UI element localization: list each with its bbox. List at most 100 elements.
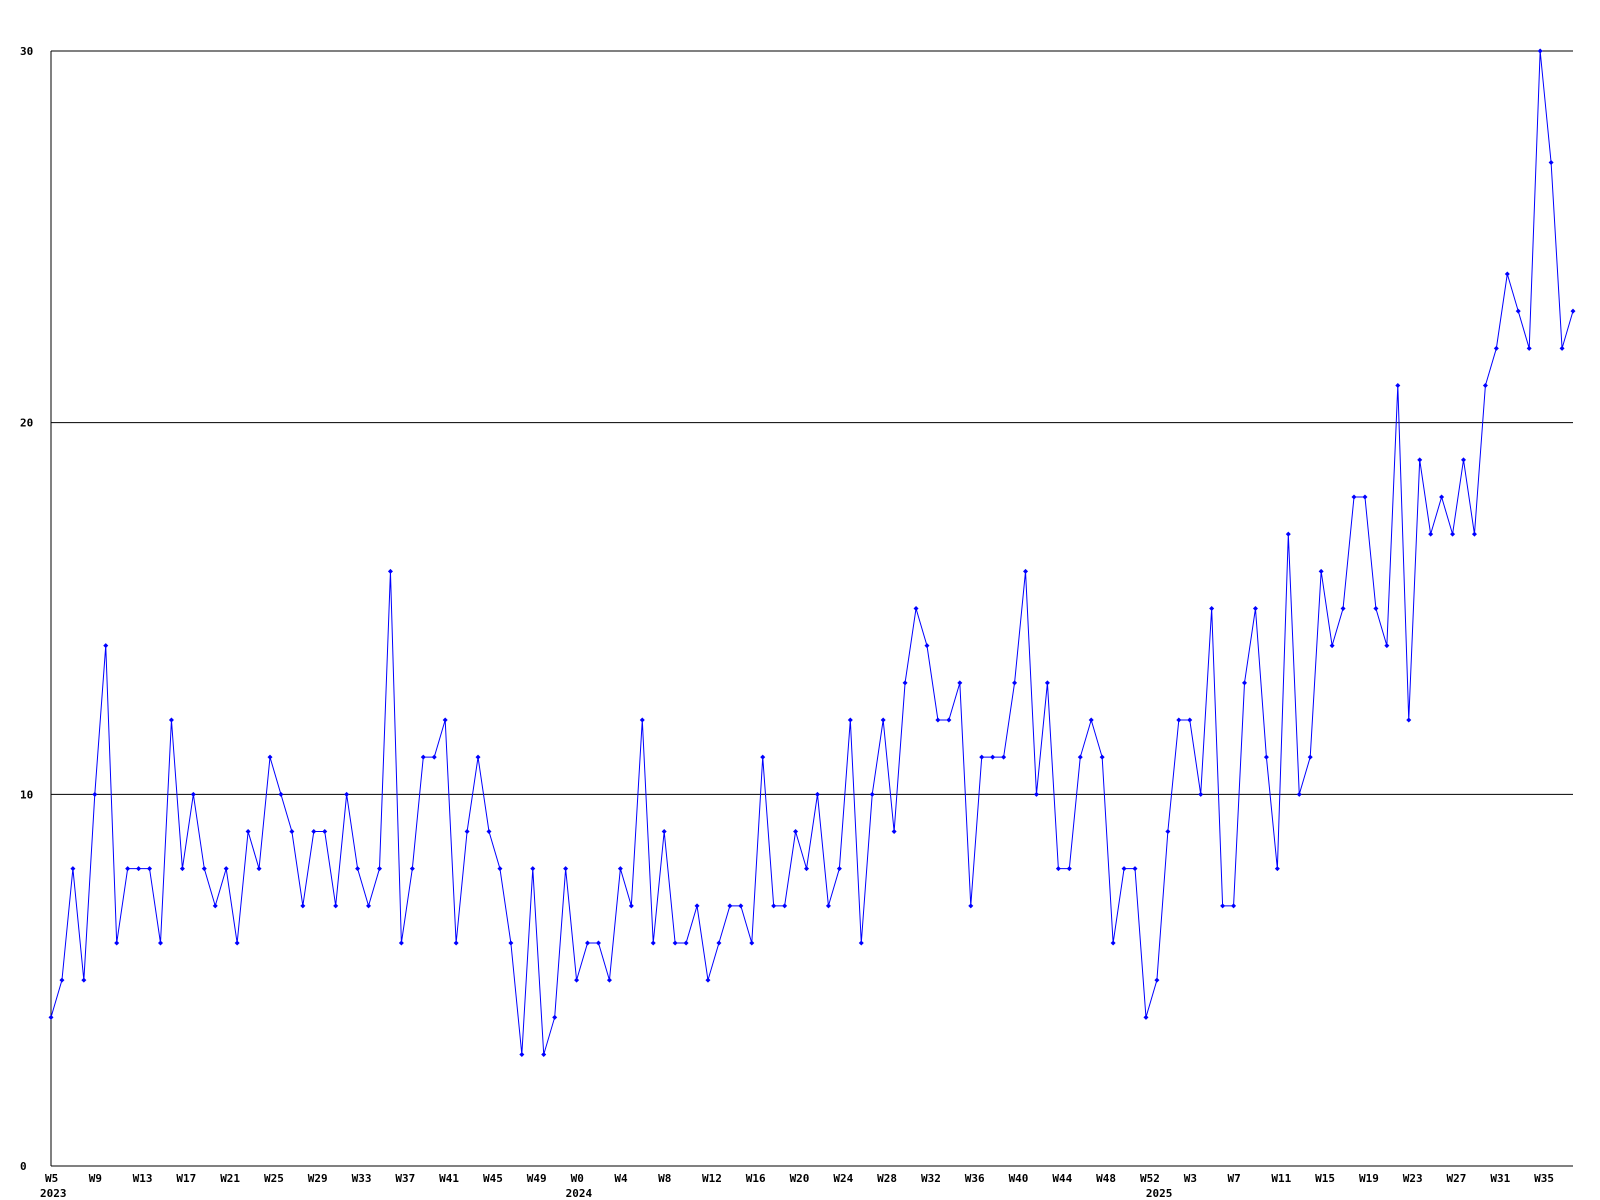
data-point [1395, 383, 1401, 388]
data-point [825, 903, 831, 909]
x-tick-label: W4 [614, 1172, 628, 1185]
data-point [672, 940, 678, 946]
data-point [398, 940, 404, 946]
data-point [59, 977, 65, 983]
x-tick-label: W11 [1271, 1172, 1291, 1185]
x-tick-label: W40 [1009, 1172, 1029, 1185]
data-point [628, 903, 634, 909]
data-point [1340, 606, 1346, 611]
x-tick-label: W45 [483, 1172, 503, 1185]
x-tick-label: W48 [1096, 1172, 1116, 1185]
x-tick-label: W21 [220, 1172, 240, 1185]
data-point [1088, 717, 1094, 723]
data-point [574, 977, 580, 983]
data-point [1307, 754, 1313, 760]
data-point [322, 829, 328, 834]
data-point [1362, 494, 1368, 500]
data-point [563, 866, 569, 872]
data-point [333, 903, 339, 909]
data-point [771, 903, 777, 909]
data-point [1187, 717, 1193, 723]
x-tick-label: W17 [176, 1172, 196, 1185]
data-point [957, 680, 963, 686]
data-point [245, 829, 251, 834]
data-point [541, 1052, 547, 1057]
data-point [486, 829, 492, 834]
data-point [519, 1052, 525, 1057]
data-point [1012, 680, 1018, 686]
data-point [223, 866, 229, 872]
x-tick-label: W41 [439, 1172, 459, 1185]
data-point [1242, 680, 1248, 686]
data-point [968, 903, 974, 909]
data-point [464, 829, 470, 834]
data-point [311, 829, 317, 834]
data-point [1406, 717, 1412, 723]
data-point [1176, 717, 1182, 723]
data-point [256, 866, 262, 872]
data-point [267, 754, 273, 760]
x-tick-label: W15 [1315, 1172, 1335, 1185]
data-point [1559, 345, 1565, 351]
data-point [1329, 643, 1335, 649]
data-point [201, 866, 207, 872]
data-point [190, 791, 196, 797]
data-point [453, 940, 459, 946]
data-point [924, 643, 930, 649]
data-point [431, 754, 437, 760]
data-point [738, 903, 744, 909]
data-point [1417, 457, 1423, 463]
data-point [650, 940, 656, 946]
x-tick-label: W16 [746, 1172, 766, 1185]
data-point [376, 866, 382, 872]
data-point [595, 940, 601, 946]
data-point [475, 754, 481, 760]
data-point [705, 977, 711, 983]
data-point [639, 717, 645, 723]
year-label: 2024 [566, 1187, 593, 1200]
data-point [1066, 866, 1072, 872]
data-point [990, 754, 996, 760]
data-point [847, 717, 853, 723]
data-point [497, 866, 503, 872]
data-point [1373, 606, 1379, 611]
data-point [1450, 531, 1456, 537]
data-point [1351, 494, 1357, 500]
x-tick-label: W44 [1052, 1172, 1072, 1185]
data-point [880, 717, 886, 723]
x-tick-label: W3 [1184, 1172, 1197, 1185]
data-point [869, 791, 875, 797]
data-point [1439, 494, 1445, 500]
x-tick-label: W32 [921, 1172, 941, 1185]
data-point [70, 866, 76, 872]
data-point [1296, 791, 1302, 797]
data-point [979, 754, 985, 760]
x-tick-label: W9 [89, 1172, 102, 1185]
y-tick-label: 10 [20, 788, 33, 801]
x-tick-label: W31 [1490, 1172, 1510, 1185]
data-point [355, 866, 361, 872]
data-point [136, 866, 142, 872]
data-point [1033, 791, 1039, 797]
data-point [1209, 606, 1215, 611]
data-point [1493, 345, 1499, 351]
data-point [420, 754, 426, 760]
data-point [1154, 977, 1160, 983]
x-tick-label: W52 [1140, 1172, 1160, 1185]
data-point [212, 903, 218, 909]
data-point [278, 791, 284, 797]
data-point [782, 903, 788, 909]
data-point [814, 791, 820, 797]
data-point [935, 717, 941, 723]
data-point [716, 940, 722, 946]
data-point [234, 940, 240, 946]
data-point [1023, 568, 1029, 574]
x-tick-label: W7 [1228, 1172, 1241, 1185]
x-tick-label: W0 [571, 1172, 584, 1185]
data-point [344, 791, 350, 797]
x-tick-label: W12 [702, 1172, 722, 1185]
data-point [1165, 829, 1171, 834]
data-point [694, 903, 700, 909]
data-point [1471, 531, 1477, 537]
